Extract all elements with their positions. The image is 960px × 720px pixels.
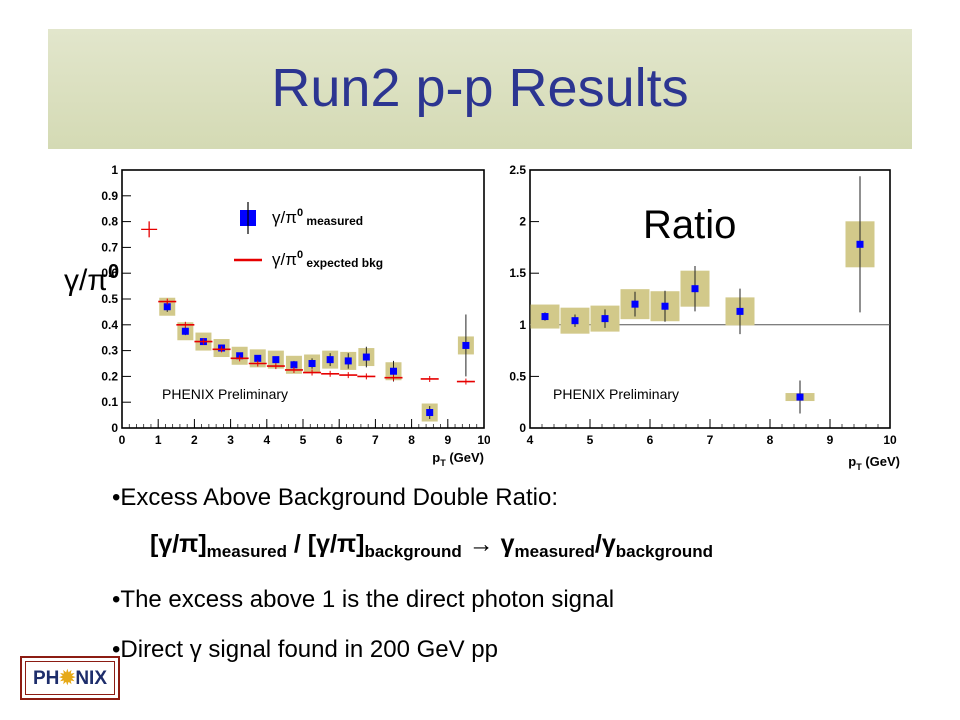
data-point <box>462 341 470 349</box>
x-tick-label: 7 <box>707 433 714 447</box>
x-tick-label: 6 <box>336 433 343 447</box>
y-tick-label: 0.3 <box>101 344 118 358</box>
logo-text-right: NIX <box>75 668 107 689</box>
y-tick-label: 2 <box>519 215 526 229</box>
chart-gamma-pi0: 0 1 2 3 4 5 6 7 8 9 10 0 0.1 0.2 0.3 0.4 0.5 0.6 0.7 0.8 0.9… <box>64 163 490 468</box>
y-tick-label: 0.8 <box>101 215 118 229</box>
y-axis-symbol: γ/π0 <box>64 261 119 297</box>
y-tick-label: 2.5 <box>509 163 526 177</box>
title-banner: Run2 p-p Results <box>48 29 912 149</box>
data-point <box>254 354 262 362</box>
gamma-symbol: γ <box>189 636 202 663</box>
x-tick-label: 5 <box>587 433 594 447</box>
x-tick-label: 3 <box>227 433 234 447</box>
bullet-excess: •Excess Above Background Double Ratio: <box>112 484 558 511</box>
y-tick-label: 0.1 <box>101 395 118 409</box>
data-point <box>571 317 579 325</box>
formula-arrow: → γ <box>461 530 515 558</box>
x-tick-label: 8 <box>408 433 415 447</box>
y-tick-label: 0.5 <box>101 292 118 306</box>
logo-sun-icon: ✹ <box>59 668 76 689</box>
formula-part-2: / [γ/π] <box>286 530 365 558</box>
y-tick-label: 1 <box>111 163 118 177</box>
bullet3-text-a: •Direct <box>112 636 190 663</box>
x-tick-label: 0 <box>119 433 126 447</box>
legend-bkg-text: γ/π0 expected bkg <box>272 249 383 270</box>
x-tick-label: 5 <box>300 433 307 447</box>
y-tick-label: 1.5 <box>509 266 526 280</box>
logo-text-left: PH <box>32 668 60 689</box>
bullet-direct-photon-signal: •The excess above 1 is the direct photon… <box>112 586 615 613</box>
data-point <box>362 353 370 361</box>
x-tick-label: 2 <box>191 433 198 447</box>
x-tick-label: 9 <box>444 433 451 447</box>
data-point <box>691 285 699 293</box>
data-point <box>290 361 298 369</box>
double-ratio-formula: [γ/π]measured / [γ/π]background → γmeasu… <box>150 530 713 562</box>
phenix-preliminary-label: PHENIX Preliminary <box>162 386 288 402</box>
data-point <box>661 302 669 310</box>
formula-sub-background-2: background <box>615 542 714 561</box>
chart-double-ratio: 4 5 6 7 8 9 10 0 0.5 1 1.5 2 2.5 Ratio PHENIX Prelimin… <box>509 163 900 472</box>
x-tick-label: 8 <box>767 433 774 447</box>
formula-sub-measured: measured <box>206 542 287 561</box>
data-point <box>326 356 334 364</box>
x-axis-label: pT (GeV) <box>432 450 484 468</box>
data-point <box>796 393 804 401</box>
data-point <box>272 356 280 364</box>
formula-part-1: [γ/π] <box>150 530 207 558</box>
y-tick-label: 0.9 <box>101 189 118 203</box>
data-point <box>856 240 864 248</box>
bullet3-text-b: signal found in 200 GeV pp <box>201 636 498 663</box>
y-tick-label: 1 <box>519 318 526 332</box>
y-tick-label: 0 <box>519 421 526 435</box>
x-tick-label: 1 <box>155 433 162 447</box>
y-tick-label: 0.6 <box>101 266 118 280</box>
data-point <box>390 367 397 375</box>
data-point <box>344 357 352 365</box>
data-point <box>163 303 171 311</box>
x-axis-label: pT (GeV) <box>848 454 900 472</box>
x-tick-label: 10 <box>883 433 897 447</box>
data-point <box>601 315 609 323</box>
y-tick-label: 0.7 <box>101 240 118 254</box>
formula-part-3: /γ <box>594 530 616 558</box>
data-point <box>736 307 744 315</box>
phenix-logo: PH✹NIX <box>20 656 120 700</box>
bullet-direct-gamma: •Direct γ signal found in 200 GeV pp <box>112 636 498 664</box>
y-tick-label: 0.4 <box>101 318 118 332</box>
data-point <box>308 360 316 367</box>
phenix-logo-text: PH✹NIX <box>25 661 115 695</box>
data-point <box>426 409 434 417</box>
y-tick-label: 0 <box>111 421 118 435</box>
data-point <box>181 327 189 335</box>
x-tick-label: 4 <box>527 433 534 447</box>
slide-title: Run2 p-p Results <box>271 58 689 118</box>
legend-measured-text: γ/π0 measured <box>272 207 363 228</box>
x-tick-label: 6 <box>647 433 654 447</box>
data-point <box>631 300 639 308</box>
formula-sub-background: background <box>364 542 462 561</box>
x-tick-label: 9 <box>827 433 834 447</box>
phenix-preliminary-label: PHENIX Preliminary <box>553 386 679 402</box>
x-tick-label: 10 <box>477 433 490 447</box>
x-tick-label: 4 <box>263 433 270 447</box>
y-tick-label: 0.2 <box>101 369 118 383</box>
y-tick-label: 0.5 <box>509 369 526 383</box>
ratio-title: Ratio <box>643 203 736 247</box>
data-point <box>541 313 549 321</box>
formula-sub-measured-2: measured <box>514 542 595 561</box>
x-tick-label: 7 <box>372 433 379 447</box>
